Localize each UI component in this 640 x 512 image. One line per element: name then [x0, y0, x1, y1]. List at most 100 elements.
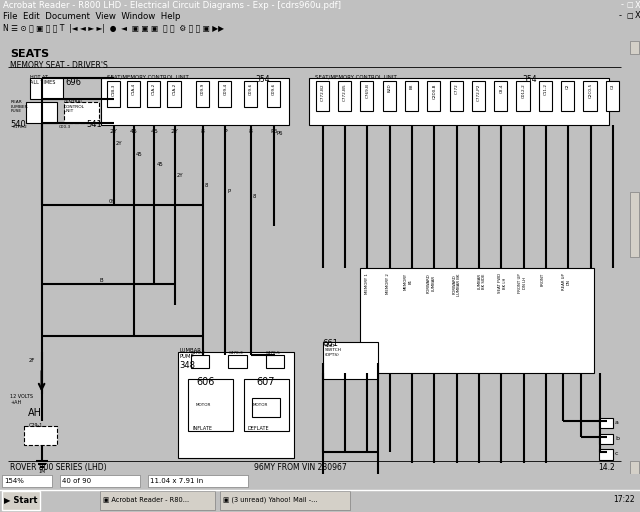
Text: C178-2: C178-2 [13, 125, 28, 130]
Text: 2Y: 2Y [171, 129, 179, 134]
Text: P6: P6 [276, 131, 282, 136]
Bar [630, 461, 639, 474]
Text: 354: 354 [256, 75, 270, 84]
Text: 541: 541 [86, 120, 102, 129]
Text: MEMORY 2: MEMORY 2 [386, 273, 390, 294]
Text: P6: P6 [270, 129, 278, 134]
Bar [360, 268, 594, 373]
Text: C09-6: C09-6 [248, 83, 253, 95]
Text: FRONT: FRONT [541, 273, 545, 286]
Bar [598, 418, 613, 428]
Text: B: B [100, 279, 103, 284]
Bar [26, 102, 57, 123]
Bar [2, 492, 40, 510]
Bar [31, 78, 63, 99]
Text: 2Y: 2Y [177, 173, 183, 178]
Text: Acrobat Reader - R800 LHD - Electrical Circuit Diagrams - Exp - [cdrs960u.pdf]: Acrobat Reader - R800 LHD - Electrical C… [3, 1, 341, 10]
Text: DEFLATE: DEFLATE [248, 426, 269, 431]
Text: C470-5: C470-5 [266, 351, 280, 355]
Text: 8: 8 [253, 194, 256, 199]
Text: C1A-4: C1A-4 [132, 83, 136, 95]
Text: MEMORY SEAT - DRIVER'S: MEMORY SEAT - DRIVER'S [10, 61, 108, 70]
Text: 8: 8 [249, 129, 253, 134]
Bar [147, 81, 161, 108]
Text: C1A-2: C1A-2 [152, 83, 156, 95]
Text: b: b [615, 436, 619, 441]
Bar [60, 475, 140, 487]
Text: 17:22: 17:22 [613, 495, 635, 504]
Bar [244, 379, 289, 432]
Text: HOT AT: HOT AT [31, 75, 49, 80]
Text: 45: 45 [150, 129, 158, 134]
Text: MOTOR: MOTOR [195, 403, 211, 407]
Text: □: □ [627, 13, 634, 19]
Bar [449, 81, 463, 111]
Bar [102, 78, 289, 125]
Bar [188, 379, 234, 432]
Bar [630, 41, 639, 54]
Bar [191, 355, 209, 368]
Text: LUMBAR
BK SIDE: LUMBAR BK SIDE [477, 273, 486, 289]
Text: P: P [223, 129, 227, 134]
Bar [252, 398, 280, 417]
Text: -: - [621, 1, 623, 10]
Bar [228, 355, 246, 368]
Text: REAR
LUMBER
FUSE: REAR LUMBER FUSE [10, 100, 28, 113]
Text: File  Edit  Document  View  Window  Help: File Edit Document View Window Help [3, 12, 180, 21]
Bar [100, 492, 215, 510]
Text: 154%: 154% [4, 478, 24, 484]
Bar [539, 81, 552, 111]
Bar [383, 81, 396, 111]
Text: 45: 45 [130, 129, 138, 134]
Text: AH: AH [28, 408, 42, 418]
Text: 96MY FROM VIN 230967: 96MY FROM VIN 230967 [253, 463, 346, 472]
Text: C1B-3: C1B-3 [111, 83, 116, 96]
Bar [472, 81, 485, 111]
Text: MEMORY 1: MEMORY 1 [365, 273, 369, 294]
Bar [405, 81, 418, 111]
Text: C8-4: C8-4 [499, 83, 503, 93]
Text: C09-4: C09-4 [223, 83, 227, 95]
Text: B8: B8 [410, 83, 414, 89]
Text: 45: 45 [156, 162, 163, 167]
Text: X: X [635, 1, 640, 10]
Bar [64, 102, 99, 123]
Bar [561, 81, 574, 111]
Bar [584, 81, 596, 111]
Text: SEAT
SWITCH
(OPTS): SEAT SWITCH (OPTS) [324, 344, 342, 357]
Text: C470-3: C470-3 [228, 351, 243, 355]
Bar [267, 81, 280, 108]
Text: 40 of 90: 40 of 90 [62, 478, 91, 484]
Bar [148, 475, 248, 487]
Text: C772-B2: C772-B2 [321, 83, 324, 101]
Bar [2, 475, 52, 487]
Text: SEATS: SEATS [10, 50, 49, 59]
Text: SEAT/MEMORY CONTROL UNIT: SEAT/MEMORY CONTROL UNIT [106, 75, 188, 80]
Text: C2C0-5: C2C0-5 [589, 83, 593, 98]
Text: 696: 696 [65, 78, 81, 87]
Text: ▶ Start: ▶ Start [4, 495, 38, 504]
Text: 2Y: 2Y [109, 129, 118, 134]
Text: C772-B5: C772-B5 [343, 83, 347, 101]
Text: MOTOR: MOTOR [253, 403, 268, 407]
Bar [516, 81, 530, 111]
Text: C1A-2: C1A-2 [173, 83, 177, 95]
Text: 14.2: 14.2 [598, 463, 616, 472]
Text: C012-2: C012-2 [522, 83, 525, 98]
Bar [494, 81, 508, 111]
Bar [177, 352, 294, 458]
Text: 8: 8 [205, 183, 209, 188]
Text: C772-P2: C772-P2 [477, 83, 481, 100]
Bar [244, 81, 257, 108]
Bar [266, 355, 284, 368]
Text: 661: 661 [323, 338, 339, 348]
Text: MEMORY
B1: MEMORY B1 [404, 273, 412, 290]
Text: 45: 45 [136, 152, 143, 157]
Text: CENTRAL
CONTROL
UNIT: CENTRAL CONTROL UNIT [64, 100, 85, 113]
Text: 11.04 x 7.91 in: 11.04 x 7.91 in [150, 478, 204, 484]
Bar [630, 193, 639, 258]
Text: ▣ Acrobat Reader - R80...: ▣ Acrobat Reader - R80... [103, 496, 189, 502]
Bar [338, 81, 351, 111]
Text: 2F: 2F [28, 357, 35, 362]
Text: ROVER 800 SERIES (LHD): ROVER 800 SERIES (LHD) [10, 463, 107, 472]
